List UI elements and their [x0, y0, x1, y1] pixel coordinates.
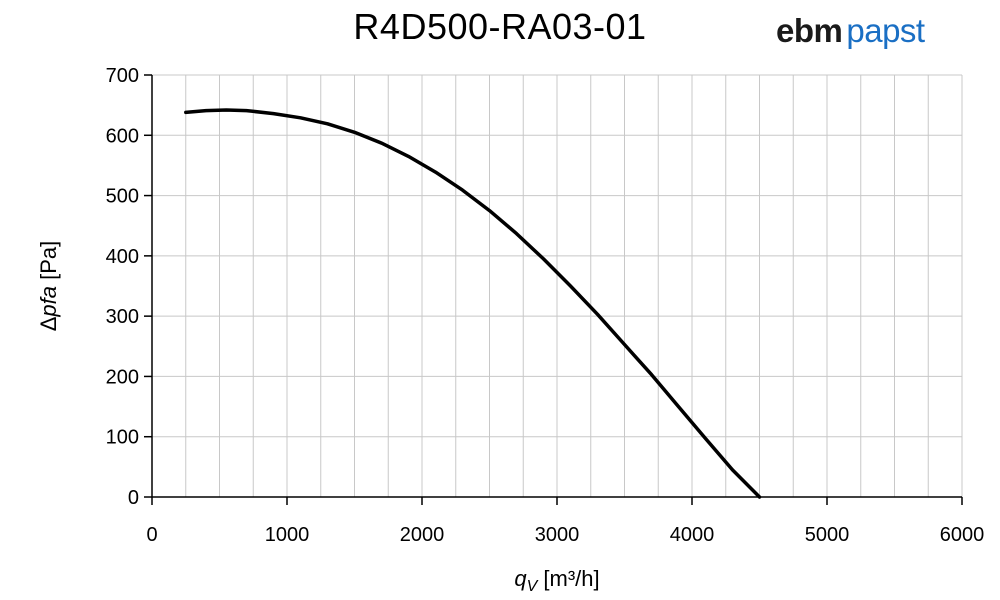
y-tick-label: 300: [106, 306, 139, 328]
x-tick-label: 4000: [670, 524, 715, 546]
grid: [152, 74, 963, 497]
x-tick-label: 5000: [805, 524, 850, 546]
brand-logo-ebm: ebm: [776, 12, 843, 49]
y-tick-label: 500: [106, 186, 139, 208]
series-group: [184, 108, 762, 499]
chart-title: R4D500-RA03-01: [353, 6, 647, 47]
x-tick-label: 1000: [265, 524, 310, 546]
y-tick-label: 600: [106, 125, 139, 147]
y-axis-label: Δpfa [Pa]: [36, 241, 61, 332]
brand-logo: ebm papst: [776, 12, 925, 50]
x-axis-label: qV [m³/h]: [514, 566, 599, 595]
y-tick-label: 400: [106, 246, 139, 268]
x-tick-label: 6000: [940, 524, 985, 546]
series-line: [184, 108, 762, 499]
x-tick-label: 3000: [535, 524, 580, 546]
brand-logo-papst: papst: [846, 12, 925, 49]
axes: [144, 74, 963, 505]
y-tick-label: 0: [128, 487, 139, 509]
x-tick-label: 0: [146, 524, 157, 546]
y-tick-label: 100: [106, 427, 139, 449]
y-tick-label: 200: [106, 366, 139, 388]
x-tick-label: 2000: [400, 524, 445, 546]
tick-labels: 0 100 200 300 400 500 600 700 0 1000 2000 3000 4000 5…: [106, 65, 985, 546]
y-tick-label: 700: [106, 65, 139, 87]
